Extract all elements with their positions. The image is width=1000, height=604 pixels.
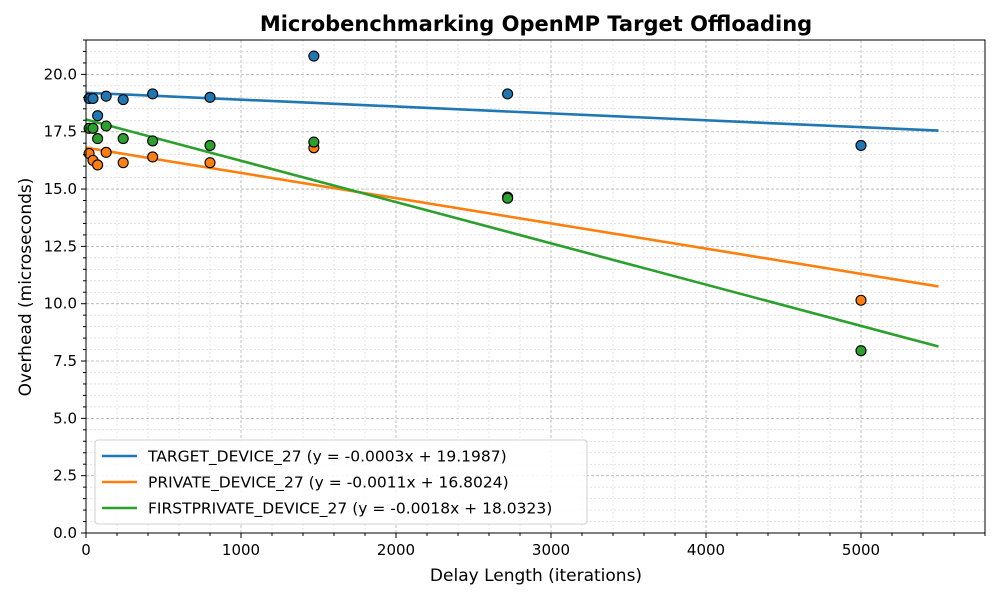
data-point <box>117 157 129 169</box>
data-points <box>83 50 867 357</box>
data-point <box>147 151 159 163</box>
data-point <box>204 91 216 103</box>
y-tick-label: 20.0 <box>44 65 77 83</box>
legend-entry-label: TARGET_DEVICE_27 (y = -0.0003x + 19.1987… <box>147 448 507 467</box>
y-tick-label: 2.5 <box>53 467 77 485</box>
data-point <box>92 110 104 122</box>
x-tick-label: 3000 <box>532 541 570 559</box>
data-point <box>92 133 104 145</box>
data-point <box>855 294 867 306</box>
y-axis-ticks: 0.0 2.5 5.0 7.5 10.0 12.5 15.0 17.5 20.0 <box>44 39 86 542</box>
y-axis-label: Overhead (microseconds) <box>16 178 36 397</box>
data-point <box>502 192 514 204</box>
legend-box <box>94 439 588 525</box>
y-tick-label: 0.0 <box>53 524 77 542</box>
data-point <box>87 122 99 134</box>
data-point <box>147 135 159 147</box>
data-point <box>147 88 159 100</box>
data-point <box>308 50 320 62</box>
regression-line <box>85 118 939 348</box>
data-point <box>117 94 129 106</box>
y-tick-label: 12.5 <box>44 237 77 255</box>
x-tick-label: 2000 <box>377 541 415 559</box>
plot-frame <box>85 39 986 534</box>
data-point <box>502 88 514 100</box>
data-point <box>87 92 99 105</box>
x-axis-label: Delay Length (iterations) <box>430 566 642 586</box>
legend-entry-label: PRIVATE_DEVICE_27 (y = -0.0011x + 16.802… <box>148 474 509 493</box>
y-tick-label: 5.0 <box>53 409 77 427</box>
data-point <box>100 146 112 158</box>
y-tick-label: 17.5 <box>44 123 77 141</box>
x-tick-label: 1000 <box>222 541 260 559</box>
data-point <box>204 157 216 169</box>
data-point <box>100 90 112 102</box>
regression-line <box>85 146 939 288</box>
data-point <box>204 139 216 152</box>
data-point <box>308 136 320 148</box>
legend-entry-label: FIRSTPRIVATE_DEVICE_27 (y = -0.0018x + 1… <box>148 500 552 519</box>
data-point <box>92 159 104 171</box>
x-tick-label: 5000 <box>842 541 880 559</box>
data-point <box>117 133 129 145</box>
x-tick-label: 0 <box>81 541 91 559</box>
x-tick-label: 4000 <box>687 541 725 559</box>
data-point <box>100 120 112 132</box>
y-tick-label: 15.0 <box>44 180 77 198</box>
legend: TARGET_DEVICE_27 (y = -0.0003x + 19.1987… <box>94 439 588 525</box>
y-tick-label: 10.0 <box>44 295 77 313</box>
y-tick-label: 7.5 <box>53 352 77 370</box>
regression-line <box>85 91 939 132</box>
data-point <box>855 345 867 357</box>
x-axis-ticks: 0 1000 2000 3000 4000 5000 <box>81 533 986 559</box>
regression-lines <box>85 91 939 348</box>
data-point <box>855 139 867 152</box>
chart-title: Microbenchmarking OpenMP Target Offloadi… <box>260 12 812 36</box>
